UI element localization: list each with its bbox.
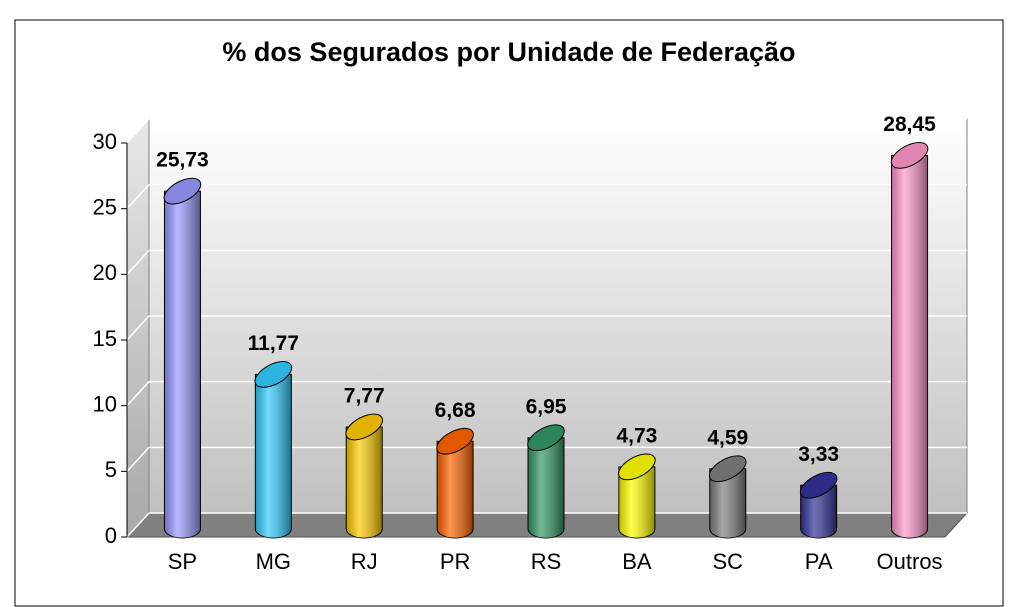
y-tick-label: 5	[105, 457, 117, 482]
grid-line-side	[126, 381, 150, 407]
y-tick-label: 10	[93, 391, 117, 416]
cylinder-top	[527, 424, 565, 452]
cylinder-shade	[709, 468, 746, 538]
grid-line-side	[126, 446, 150, 472]
cylinder-top-shade	[255, 361, 292, 388]
cylinder-shade	[437, 441, 474, 538]
cylinder-top-shade	[436, 428, 474, 455]
grid-line-side	[126, 184, 150, 210]
x-tick-label: RJ	[351, 549, 378, 574]
cylinder-shade	[164, 191, 201, 538]
x-tick-label: PR	[440, 549, 471, 574]
cylinder	[799, 471, 838, 539]
cylinder-top	[890, 141, 929, 169]
cylinder	[163, 177, 202, 539]
x-tick-label: MG	[256, 549, 291, 574]
cylinder-shade	[618, 466, 655, 538]
value-label: 28,45	[883, 113, 936, 136]
cylinder-top-shade	[709, 455, 747, 482]
cylinder-top	[163, 177, 202, 205]
cylinder	[709, 455, 747, 539]
y-tick-label: 30	[93, 129, 117, 154]
value-label: 4,73	[616, 424, 657, 447]
value-label: 4,59	[707, 426, 748, 449]
cylinder-top-shade	[345, 414, 383, 440]
value-label: 6,68	[435, 399, 476, 422]
cylinder-top-shade	[891, 142, 928, 169]
cylinder-shade	[528, 437, 564, 538]
cylinder-top-shade	[618, 453, 656, 480]
x-tick-label: BA	[622, 549, 652, 574]
x-tick-label: Outros	[877, 549, 943, 574]
cylinder-top	[799, 471, 838, 499]
x-tick-label: PA	[805, 549, 833, 574]
cylinder-top	[254, 361, 293, 388]
cylinder-shade	[891, 155, 928, 538]
cylinder-shade	[346, 426, 383, 538]
cylinder	[618, 453, 656, 539]
value-label: 3,33	[798, 443, 839, 466]
cylinder-top-shade	[164, 178, 201, 204]
cylinder	[527, 424, 565, 539]
grid-line-side	[126, 315, 150, 341]
cylinder	[436, 427, 474, 539]
cylinder	[254, 361, 293, 539]
grid-line-side	[126, 118, 150, 144]
cylinder-top	[345, 413, 383, 441]
cylinder	[890, 141, 929, 539]
value-label: 7,77	[344, 385, 385, 408]
y-tick-label: 25	[93, 194, 117, 219]
x-tick-label: SP	[168, 549, 197, 574]
cylinder	[345, 413, 383, 539]
y-tick-label: 20	[93, 260, 117, 285]
grid-line-side	[126, 512, 150, 538]
cylinder-top	[709, 455, 747, 483]
cylinder-top	[436, 427, 474, 455]
cylinder-top	[618, 453, 656, 481]
chart-title: % dos Segurados por Unidade de Federação	[222, 37, 795, 67]
cylinder-top-shade	[800, 472, 837, 499]
y-tick-label: 0	[105, 523, 117, 548]
value-label: 6,95	[526, 395, 567, 418]
cylinder-top-shade	[527, 424, 565, 451]
y-tick-label: 15	[93, 326, 117, 351]
grid-line-side	[126, 249, 150, 275]
x-tick-label: SC	[712, 549, 743, 574]
value-label: 25,73	[156, 149, 209, 172]
cylinder-shade	[255, 374, 292, 538]
x-tick-label: RS	[531, 549, 562, 574]
value-label: 11,77	[248, 332, 299, 355]
